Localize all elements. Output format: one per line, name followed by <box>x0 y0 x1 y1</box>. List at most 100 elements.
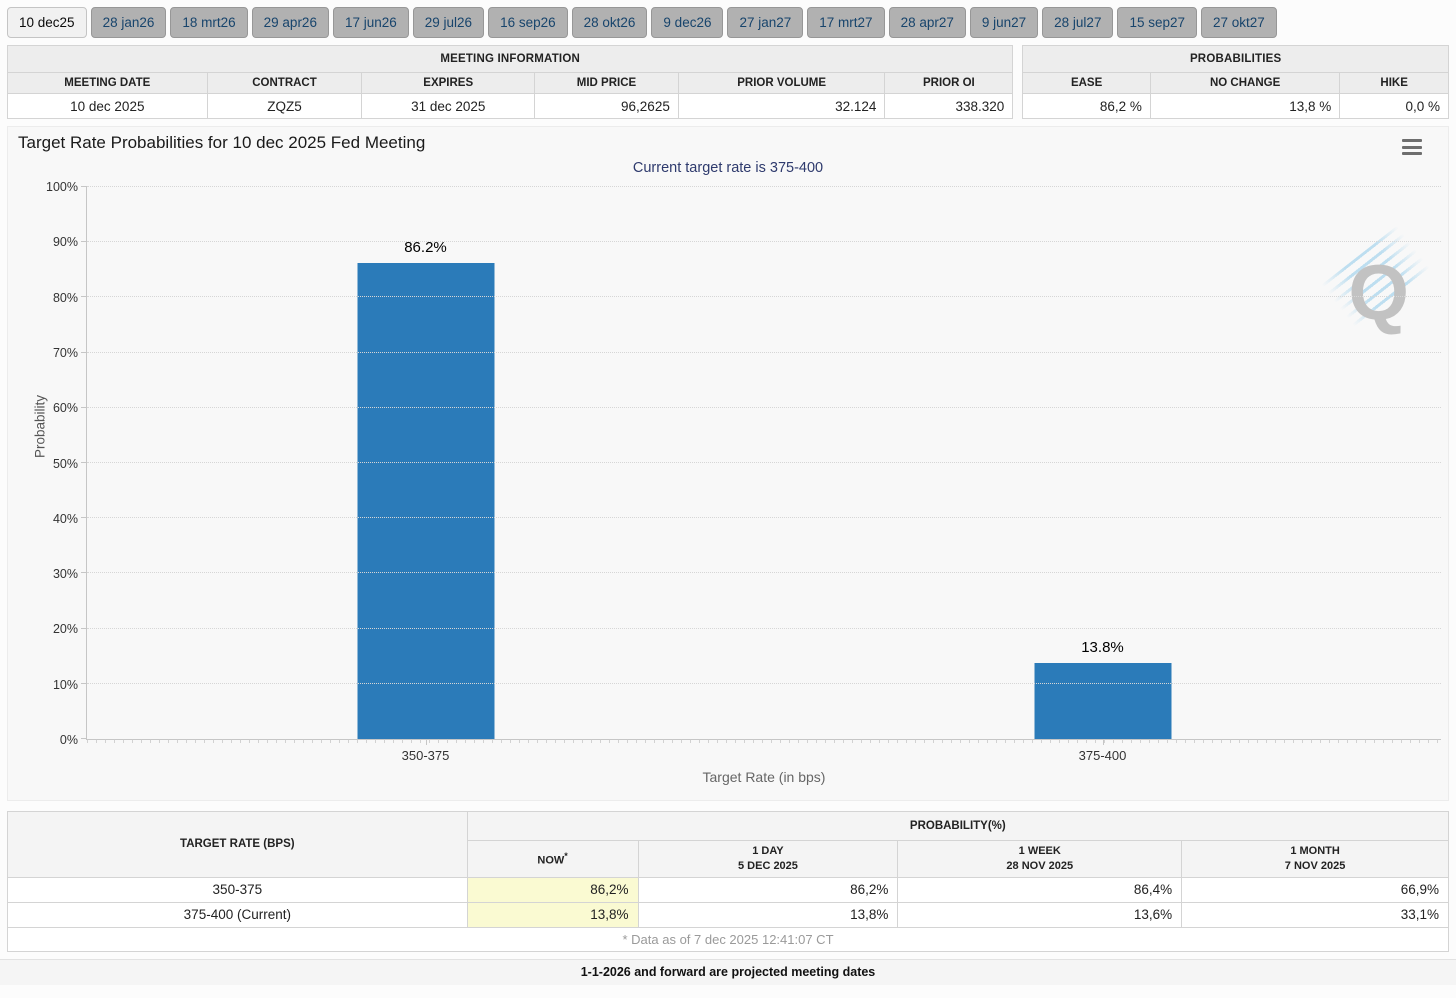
col-now: NOW* <box>466 840 639 878</box>
col-meeting-date: MEETING DATE <box>7 72 208 94</box>
gridline <box>87 351 1441 353</box>
tab-meeting-date-3[interactable]: 29 apr26 <box>251 7 329 38</box>
tab-meeting-date-7[interactable]: 28 okt26 <box>571 7 648 38</box>
target-rate-bps-header: TARGET RATE (BPS) <box>7 811 468 878</box>
x-axis-minor-ticks <box>87 739 1441 743</box>
chart-title: Target Rate Probabilities for 10 dec 202… <box>18 133 426 152</box>
col-1-month: 1 MONTH 7 NOV 2025 <box>1181 840 1449 878</box>
contract-value: ZQZ5 <box>206 93 363 119</box>
bar[interactable] <box>1034 662 1171 739</box>
mid-price-value: 96,2625 <box>534 93 679 119</box>
y-axis-tick <box>81 241 87 243</box>
hike-value: 0,0 % <box>1339 93 1449 119</box>
gridline <box>87 517 1441 519</box>
probability-history-section: TARGET RATE (BPS) PROBABILITY(%) NOW* 1 … <box>7 811 1450 952</box>
one-day-cell: 86,2% <box>637 876 899 903</box>
table-row: 350-375 86,2% 86,2% 86,4% 66,9% <box>7 876 1449 903</box>
gridline <box>87 682 1441 684</box>
tab-meeting-date-8[interactable]: 9 dec26 <box>651 7 724 38</box>
meeting-date-value: 10 dec 2025 <box>7 93 208 119</box>
tab-meeting-date-15[interactable]: 27 okt27 <box>1201 7 1277 38</box>
hamburger-menu-icon[interactable] <box>1402 139 1422 155</box>
tab-meeting-date-10[interactable]: 17 mrt27 <box>807 7 885 38</box>
target-rate-probability-chart: Target Rate Probabilities for 10 dec 202… <box>7 126 1449 801</box>
one-day-cell: 13,8% <box>637 901 899 928</box>
tab-meeting-date-12[interactable]: 9 jun27 <box>969 7 1039 38</box>
plot-area: Q 86.2% 13.8% 350-375 375-400 Target Rat… <box>81 186 1441 785</box>
top-tables-row: MEETING INFORMATION MEETING DATE CONTRAC… <box>6 45 1449 119</box>
meeting-date-tabbar: 10 dec25 28 jan26 18 mrt26 29 apr26 17 j… <box>0 0 1456 38</box>
target-rate-cell: 350-375 <box>7 876 468 903</box>
y-axis-tick-label: 60% <box>52 401 78 416</box>
y-axis-tick <box>81 627 87 629</box>
bar[interactable] <box>357 263 494 739</box>
ease-value: 86,2 % <box>1022 93 1151 119</box>
one-day-label: 1 DAY <box>752 845 784 857</box>
gridline <box>87 572 1441 574</box>
prior-oi-value: 338.320 <box>884 93 1014 119</box>
tab-meeting-date-14[interactable]: 15 sep27 <box>1117 7 1198 38</box>
col-1-week: 1 WEEK 28 NOV 2025 <box>897 840 1183 878</box>
quikstrike-watermark: Q <box>1321 225 1433 336</box>
x-axis-tick <box>1102 739 1104 745</box>
x-axis-tick <box>425 739 427 745</box>
y-axis-tick <box>81 682 87 684</box>
tab-meeting-date-5[interactable]: 29 jul26 <box>412 7 485 38</box>
x-axis-category-label: 375-400 <box>1078 748 1127 763</box>
now-cell: 86,2% <box>466 876 639 903</box>
bar-slot-350-375: 86.2% <box>357 187 494 739</box>
target-rate-cell: 375-400 (Current) <box>7 901 468 928</box>
col-contract: CONTRACT <box>206 72 363 94</box>
gridline <box>87 627 1441 629</box>
one-week-cell: 13,6% <box>897 901 1183 928</box>
col-expires: EXPIRES <box>361 72 536 94</box>
no-change-value: 13,8 % <box>1149 93 1341 119</box>
y-axis-tick-label: 70% <box>52 345 78 360</box>
y-axis-tick-label: 40% <box>52 511 78 526</box>
tab-meeting-date-13[interactable]: 28 jul27 <box>1042 7 1114 38</box>
y-axis-labels: 0% 10% 20% 30% 40% 50% 60% 70% 80% 90% 100% <box>8 180 78 747</box>
y-axis-tick-label: 100% <box>46 180 78 194</box>
y-axis-tick <box>81 462 87 463</box>
data-as-of-footnote: * Data as of 7 dec 2025 12:41:07 CT <box>7 926 1449 952</box>
col-1-day: 1 DAY 5 DEC 2025 <box>637 840 899 878</box>
meeting-information-table: MEETING INFORMATION MEETING DATE CONTRAC… <box>6 45 1014 119</box>
table-row: 375-400 (Current) 13,8% 13,8% 13,6% 33,1… <box>7 901 1449 928</box>
col-no-change: NO CHANGE <box>1149 72 1341 94</box>
one-month-cell: 33,1% <box>1181 901 1449 928</box>
probabilities-table: PROBABILITIES EASE NO CHANGE HIKE 86,2 %… <box>1022 45 1449 119</box>
y-axis-tick <box>81 572 87 574</box>
bar-value-label: 13.8% <box>1081 638 1124 656</box>
bar-slot-375-400: 13.8% <box>1034 187 1171 739</box>
chart-subtitle: Current target rate is 375-400 <box>632 160 824 176</box>
expires-value: 31 dec 2025 <box>361 93 536 119</box>
watermark-q-letter: Q <box>1348 248 1409 336</box>
tab-meeting-date-4[interactable]: 17 jun26 <box>332 7 409 38</box>
col-ease: EASE <box>1022 72 1151 94</box>
tab-meeting-date-2[interactable]: 18 mrt26 <box>170 7 248 38</box>
tab-meeting-date-0[interactable]: 10 dec25 <box>7 7 87 38</box>
one-week-date: 28 NOV 2025 <box>1006 859 1074 872</box>
gridline <box>87 296 1441 298</box>
probability-group-header: PROBABILITY(%) <box>466 811 1450 841</box>
y-axis-tick <box>81 351 87 353</box>
tab-meeting-date-11[interactable]: 28 apr27 <box>888 7 966 38</box>
y-axis-tick-label: 90% <box>52 235 78 250</box>
bar-value-label: 86.2% <box>404 239 447 257</box>
y-axis-tick-label: 80% <box>52 290 78 305</box>
prior-volume-value: 32.124 <box>677 93 886 119</box>
y-axis-tick <box>81 738 87 739</box>
y-axis-tick-label: 50% <box>52 456 78 471</box>
tab-meeting-date-6[interactable]: 16 sep26 <box>488 7 568 38</box>
tab-meeting-date-1[interactable]: 28 jan26 <box>90 7 167 38</box>
y-axis-tick <box>81 296 87 298</box>
now-asterisk: * <box>564 850 568 861</box>
one-month-cell: 66,9% <box>1181 876 1449 903</box>
y-axis-tick-label: 10% <box>52 677 78 692</box>
one-month-label: 1 MONTH <box>1290 845 1340 857</box>
gridline <box>87 406 1441 408</box>
y-axis-tick-label: 0% <box>59 733 78 747</box>
gridline <box>87 186 1441 187</box>
tab-meeting-date-9[interactable]: 27 jan27 <box>727 7 804 38</box>
x-axis-category-label: 350-375 <box>401 748 450 763</box>
